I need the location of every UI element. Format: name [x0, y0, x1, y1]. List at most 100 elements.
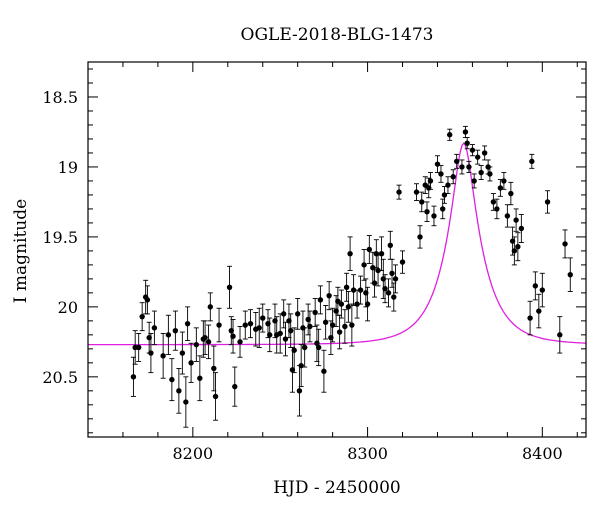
data-marker	[532, 283, 539, 289]
y-tick-label: 19.5	[42, 228, 78, 247]
data-point	[188, 342, 194, 383]
data-marker	[375, 267, 381, 274]
data-point	[375, 254, 381, 287]
data-marker	[321, 368, 327, 374]
data-marker	[343, 284, 350, 290]
data-marker	[487, 171, 493, 177]
data-marker	[366, 246, 373, 253]
data-point	[294, 298, 301, 330]
data-point	[336, 314, 343, 350]
data-point	[536, 293, 542, 329]
data-marker	[322, 319, 329, 325]
data-marker	[431, 213, 437, 219]
data-marker	[326, 292, 332, 299]
data-point	[237, 326, 243, 358]
data-point	[354, 289, 360, 319]
chart-title: OGLE-2018-BLG-1473	[241, 25, 434, 45]
data-point	[165, 314, 172, 355]
data-marker	[504, 213, 511, 219]
data-point	[504, 204, 511, 228]
data-point	[431, 205, 437, 227]
data-marker	[382, 285, 388, 292]
data-marker	[242, 322, 248, 328]
data-marker	[130, 374, 137, 380]
data-point	[256, 307, 262, 348]
data-point	[260, 303, 266, 333]
data-marker	[267, 332, 273, 338]
data-point	[364, 286, 371, 322]
data-point	[179, 331, 186, 375]
data-point	[438, 165, 444, 183]
data-marker	[230, 333, 236, 339]
data-marker	[282, 336, 289, 342]
data-marker	[315, 344, 322, 351]
data-marker	[151, 325, 158, 331]
data-marker	[450, 174, 456, 180]
data-marker	[312, 309, 318, 316]
data-marker	[294, 311, 301, 317]
data-point	[267, 317, 273, 353]
data-marker	[329, 322, 336, 328]
data-marker	[474, 154, 481, 160]
data-point	[419, 191, 425, 213]
data-marker	[387, 242, 393, 249]
data-marker	[518, 225, 525, 232]
data-point	[481, 145, 488, 161]
data-marker	[511, 248, 518, 254]
data-marker	[207, 304, 214, 310]
data-marker	[169, 376, 175, 383]
data-marker	[391, 294, 397, 300]
data-point	[307, 310, 313, 343]
data-point	[357, 275, 364, 305]
data-marker	[389, 270, 395, 276]
data-marker	[399, 259, 406, 265]
data-marker	[544, 199, 551, 205]
data-marker	[469, 147, 476, 153]
data-point	[466, 160, 472, 173]
data-point	[148, 333, 154, 374]
data-point	[197, 355, 203, 402]
data-point	[160, 333, 166, 379]
data-point	[326, 281, 332, 311]
data-marker	[347, 250, 353, 257]
data-marker	[424, 209, 430, 215]
data-marker	[357, 287, 364, 293]
data-marker	[350, 287, 357, 293]
model-curve	[88, 142, 586, 346]
data-marker	[237, 339, 243, 345]
data-point	[539, 272, 546, 308]
data-point	[511, 236, 518, 266]
data-point	[518, 214, 525, 243]
y-tick-label: 19	[58, 158, 78, 177]
data-marker	[317, 297, 324, 303]
data-marker	[165, 332, 172, 338]
data-point	[247, 309, 254, 339]
data-marker	[307, 323, 313, 330]
data-point	[230, 319, 236, 354]
data-marker	[247, 320, 254, 327]
data-point	[282, 321, 289, 357]
data-point	[226, 265, 233, 309]
data-point	[312, 298, 318, 327]
data-point	[151, 310, 158, 346]
y-tick-label: 20	[58, 298, 78, 317]
data-point	[424, 201, 430, 222]
data-marker	[385, 290, 392, 296]
data-point	[193, 327, 200, 362]
data-point	[434, 155, 441, 173]
data-marker	[453, 158, 460, 165]
data-marker	[211, 365, 217, 372]
data-marker	[471, 178, 477, 184]
data-point	[399, 250, 406, 274]
data-marker	[567, 271, 573, 278]
data-marker	[419, 199, 425, 205]
data-point	[321, 349, 327, 393]
data-marker	[464, 140, 470, 146]
data-point	[532, 271, 539, 301]
data-point	[232, 366, 238, 407]
data-point	[202, 320, 208, 355]
data-point	[184, 306, 191, 341]
data-point	[413, 183, 420, 201]
data-point	[562, 229, 568, 259]
